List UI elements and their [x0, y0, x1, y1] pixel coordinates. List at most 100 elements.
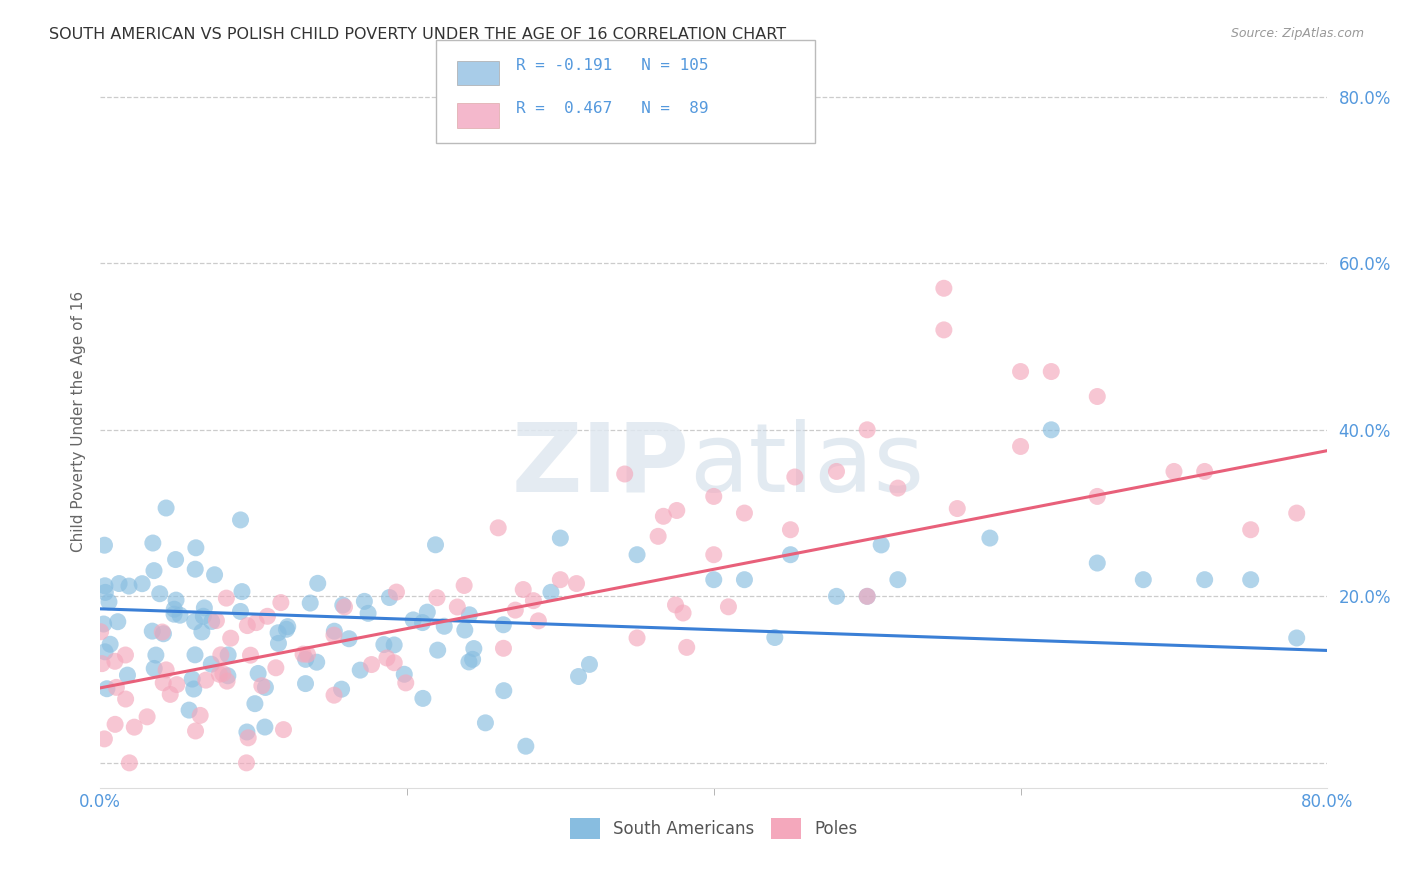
Point: [454, 623, 477, 637]
Point: [243, 697, 266, 711]
Point: [211, 666, 233, 681]
Point: [1085, 390, 1108, 404]
Point: [236, 618, 259, 632]
Point: [307, 576, 329, 591]
Point: [152, 675, 174, 690]
Point: [323, 624, 346, 639]
Point: [177, 703, 200, 717]
Point: [108, 576, 131, 591]
Point: [294, 676, 316, 690]
Point: [1240, 573, 1263, 587]
Point: [93, 617, 115, 632]
Point: [395, 676, 418, 690]
Point: [124, 720, 146, 734]
Point: [402, 613, 425, 627]
Point: [277, 619, 299, 633]
Point: [142, 536, 165, 550]
Point: [613, 467, 636, 481]
Point: [492, 641, 515, 656]
Point: [626, 631, 648, 645]
Point: [184, 648, 207, 662]
Point: [505, 603, 527, 617]
Point: [458, 655, 481, 669]
Point: [235, 756, 257, 770]
Point: [166, 677, 188, 691]
Point: [155, 663, 177, 677]
Point: [239, 648, 262, 663]
Point: [887, 573, 910, 587]
Point: [215, 591, 238, 606]
Point: [1040, 365, 1063, 379]
Point: [181, 672, 204, 686]
Point: [93, 538, 115, 552]
Point: [665, 503, 688, 517]
Point: [131, 576, 153, 591]
Y-axis label: Child Poverty Under the Age of 16: Child Poverty Under the Age of 16: [72, 291, 86, 552]
Point: [1194, 573, 1216, 587]
Point: [932, 323, 955, 337]
Point: [193, 600, 215, 615]
Point: [276, 622, 298, 636]
Point: [703, 490, 725, 504]
Point: [540, 585, 562, 599]
Point: [979, 531, 1001, 545]
Point: [323, 688, 346, 702]
Point: [117, 668, 139, 682]
Point: [219, 631, 242, 645]
Point: [253, 720, 276, 734]
Point: [183, 615, 205, 629]
Point: [783, 470, 806, 484]
Point: [104, 654, 127, 668]
Point: [96, 681, 118, 696]
Point: [664, 598, 686, 612]
Point: [299, 596, 322, 610]
Point: [1347, 198, 1369, 212]
Point: [433, 619, 456, 633]
Point: [382, 638, 405, 652]
Point: [323, 628, 346, 642]
Text: SOUTH AMERICAN VS POLISH CHILD POVERTY UNDER THE AGE OF 16 CORRELATION CHART: SOUTH AMERICAN VS POLISH CHILD POVERTY U…: [49, 27, 786, 42]
Point: [90, 624, 112, 639]
Point: [763, 631, 786, 645]
Point: [163, 602, 186, 616]
Point: [394, 667, 416, 681]
Point: [337, 632, 360, 646]
Point: [91, 657, 114, 671]
Point: [567, 669, 589, 683]
Point: [703, 573, 725, 587]
Point: [515, 739, 537, 754]
Point: [165, 593, 187, 607]
Point: [217, 648, 239, 662]
Point: [373, 638, 395, 652]
Point: [522, 593, 544, 607]
Point: [305, 655, 328, 669]
Point: [184, 723, 207, 738]
Point: [209, 648, 232, 662]
Point: [349, 663, 371, 677]
Point: [256, 609, 278, 624]
Point: [353, 594, 375, 608]
Point: [98, 637, 121, 651]
Point: [626, 548, 648, 562]
Point: [208, 667, 231, 681]
Point: [856, 590, 879, 604]
Point: [1040, 423, 1063, 437]
Point: [245, 615, 267, 630]
Point: [672, 606, 695, 620]
Point: [825, 465, 848, 479]
Point: [149, 587, 172, 601]
Point: [169, 608, 191, 623]
Point: [1285, 506, 1308, 520]
Point: [114, 648, 136, 662]
Point: [236, 725, 259, 739]
Point: [870, 538, 893, 552]
Point: [229, 513, 252, 527]
Point: [492, 617, 515, 632]
Point: [250, 679, 273, 693]
Point: [150, 625, 173, 640]
Point: [118, 756, 141, 770]
Point: [267, 625, 290, 640]
Point: [675, 640, 697, 655]
Point: [238, 731, 260, 745]
Point: [1240, 523, 1263, 537]
